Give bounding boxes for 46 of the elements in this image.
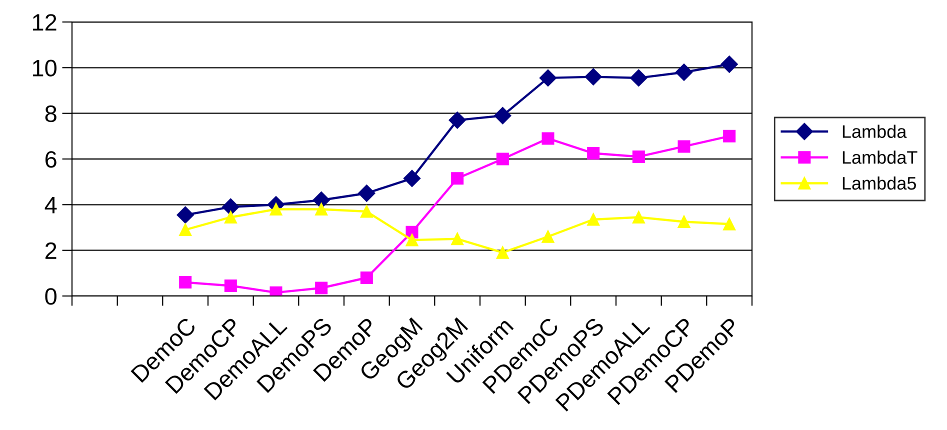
point (494, 107, 512, 124)
y-tick-label: 4 (44, 196, 57, 214)
point (179, 224, 192, 236)
y-tick-label: 10 (32, 60, 56, 76)
point (542, 230, 554, 243)
point (312, 192, 330, 209)
y-tick-label: 2 (45, 242, 56, 259)
point (360, 205, 373, 218)
legend-label: Lambda (842, 124, 907, 138)
y-tick-label: 6 (45, 151, 56, 168)
point (179, 276, 192, 289)
legend-label: Lambda5 (842, 176, 916, 190)
point (224, 279, 237, 292)
point (723, 218, 736, 230)
point (675, 64, 693, 81)
point (678, 140, 690, 153)
point (358, 184, 376, 202)
y-tick-label: 12 (32, 14, 56, 31)
point (539, 69, 557, 86)
y-tick-label: 0 (45, 288, 56, 305)
point (587, 213, 600, 226)
point (632, 150, 645, 163)
point (587, 147, 600, 160)
point (451, 232, 464, 246)
point (496, 152, 509, 166)
point (632, 210, 645, 224)
point (222, 198, 240, 216)
point (270, 202, 282, 216)
point (406, 234, 418, 246)
point (496, 246, 509, 259)
point (315, 202, 328, 216)
point (403, 170, 421, 187)
y-tick-label: 8 (45, 105, 56, 122)
point (315, 282, 328, 294)
point (723, 130, 736, 142)
legend-label: LambdaT (842, 150, 918, 164)
point (448, 112, 466, 129)
point (176, 206, 194, 224)
point (678, 216, 690, 228)
point (451, 172, 464, 185)
point (360, 271, 373, 284)
point (630, 69, 648, 86)
point (584, 68, 602, 86)
point (720, 56, 738, 73)
point (224, 210, 237, 224)
point (542, 132, 554, 145)
